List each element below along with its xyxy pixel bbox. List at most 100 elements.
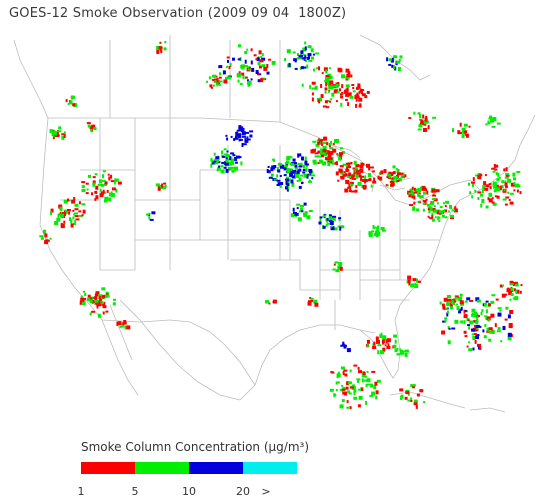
smoke-pixel — [304, 156, 307, 161]
smoke-pixel — [286, 178, 290, 182]
smoke-pixel — [493, 189, 497, 193]
smoke-pixel — [364, 187, 367, 190]
smoke-pixel — [298, 185, 302, 189]
smoke-pixel — [327, 82, 330, 85]
smoke-pixel — [72, 103, 76, 107]
smoke-pixel — [308, 210, 313, 212]
smoke-pixel — [496, 122, 501, 125]
smoke-pixel — [161, 186, 166, 190]
smoke-pixel — [63, 199, 68, 204]
smoke-pixel — [65, 210, 68, 214]
smoke-pixel — [410, 397, 413, 402]
smoke-pixel — [156, 46, 161, 50]
smoke-pixel — [345, 77, 350, 80]
smoke-pixel — [475, 312, 478, 316]
smoke-pixel — [491, 294, 496, 297]
smoke-pixel — [73, 213, 76, 216]
smoke-pixel — [230, 158, 235, 161]
smoke-pixel — [57, 133, 60, 136]
smoke-pixel — [492, 181, 497, 184]
smoke-pixel — [65, 99, 68, 103]
smoke-pixel — [463, 123, 468, 127]
smoke-pixel — [510, 182, 515, 187]
smoke-pixel — [336, 153, 339, 156]
smoke-pixel — [95, 195, 99, 200]
smoke-pixel — [330, 371, 334, 374]
smoke-pixel — [342, 173, 347, 177]
smoke-pixel — [323, 152, 327, 157]
smoke-pixel — [343, 171, 346, 174]
smoke-pixel — [335, 100, 338, 103]
smoke-pixel — [509, 283, 514, 286]
smoke-pixel — [340, 147, 343, 150]
smoke-pixel — [338, 168, 343, 173]
smoke-pixel — [483, 335, 487, 339]
smoke-pixel — [324, 87, 328, 91]
smoke-pixel — [222, 70, 226, 75]
smoke-pixel — [488, 122, 491, 125]
smoke-pixel — [328, 85, 333, 90]
smoke-pixel — [417, 201, 420, 204]
smoke-pixel — [341, 384, 344, 387]
smoke-pixel — [480, 203, 483, 208]
smoke-pixel — [104, 181, 108, 185]
smoke-pixel — [304, 46, 307, 51]
smoke-pixel — [210, 86, 213, 89]
smoke-pixel — [91, 192, 93, 196]
smoke-pixel — [410, 400, 413, 402]
legend-bin-1-5 — [81, 462, 135, 474]
smoke-pixel — [411, 195, 414, 199]
smoke-pixel — [417, 112, 421, 115]
smoke-pixel — [371, 170, 375, 173]
smoke-pixel — [313, 299, 318, 304]
smoke-pixel — [488, 327, 493, 331]
smoke-pixel — [463, 330, 467, 334]
smoke-pixel — [412, 386, 416, 389]
smoke-pixel — [344, 391, 347, 396]
smoke-pixel — [348, 172, 352, 176]
smoke-pixel — [318, 66, 320, 71]
smoke-pixel — [225, 159, 229, 163]
smoke-pixel — [490, 313, 495, 318]
smoke-pixel — [164, 41, 167, 43]
smoke-pixel — [75, 218, 80, 221]
smoke-pixel — [458, 310, 462, 314]
legend-color-bar — [81, 462, 297, 474]
smoke-pixel — [515, 289, 520, 294]
smoke-pixel — [377, 175, 380, 180]
smoke-pixel — [346, 381, 350, 386]
smoke-pixel — [471, 181, 475, 184]
smoke-pixel — [472, 177, 475, 182]
smoke-pixel — [396, 347, 399, 351]
smoke-pixel — [268, 176, 273, 179]
smoke-pixel — [226, 150, 229, 153]
smoke-pixel — [57, 130, 62, 133]
smoke-pixel — [341, 399, 345, 403]
smoke-pixel — [342, 163, 347, 166]
smoke-pixel — [98, 179, 102, 184]
smoke-pixel — [491, 167, 496, 170]
smoke-pixel — [371, 230, 375, 233]
smoke-pixel — [357, 83, 360, 88]
smoke-pixel — [124, 325, 128, 330]
smoke-pixel — [257, 62, 261, 66]
smoke-pixel — [419, 390, 423, 393]
smoke-pixel — [235, 135, 237, 140]
smoke-pixel — [502, 284, 504, 287]
smoke-pixel — [514, 288, 516, 292]
smoke-pixel — [163, 182, 167, 185]
smoke-pixel — [348, 162, 353, 165]
smoke-pixel — [477, 197, 480, 200]
smoke-pixel — [497, 327, 501, 331]
legend-tick-10: 10 — [182, 485, 196, 498]
smoke-pixel — [232, 57, 235, 61]
smoke-pixel — [356, 92, 359, 95]
smoke-pixel — [478, 174, 483, 177]
smoke-pixel — [297, 163, 302, 165]
smoke-pixel — [82, 209, 86, 214]
smoke-pixel — [212, 74, 217, 78]
smoke-pixel — [431, 215, 434, 219]
smoke-pixel — [160, 50, 163, 54]
smoke-pixel — [513, 282, 515, 286]
smoke-pixel — [300, 55, 303, 57]
